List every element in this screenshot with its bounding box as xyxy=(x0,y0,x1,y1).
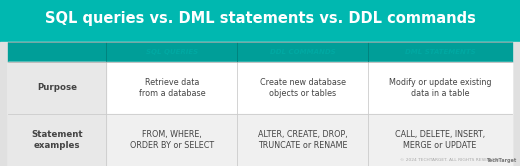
Text: Retrieve data
from a database: Retrieve data from a database xyxy=(139,78,205,98)
Bar xyxy=(0,0,520,38)
Bar xyxy=(8,42,512,166)
Bar xyxy=(0,42,520,166)
Bar xyxy=(8,62,107,114)
Text: Statement
examples: Statement examples xyxy=(31,130,83,150)
Bar xyxy=(8,42,512,62)
Text: SQL queries vs. DML statements vs. DDL commands: SQL queries vs. DML statements vs. DDL c… xyxy=(45,11,475,27)
Text: CALL, DELETE, INSERT,
MERGE or UPDATE: CALL, DELETE, INSERT, MERGE or UPDATE xyxy=(395,130,485,150)
Text: DDL COMMANDS: DDL COMMANDS xyxy=(270,49,335,55)
Text: FROM, WHERE,
ORDER BY or SELECT: FROM, WHERE, ORDER BY or SELECT xyxy=(130,130,214,150)
Text: Modify or update existing
data in a table: Modify or update existing data in a tabl… xyxy=(389,78,491,98)
Text: ALTER, CREATE, DROP,
TRUNCATE or RENAME: ALTER, CREATE, DROP, TRUNCATE or RENAME xyxy=(258,130,348,150)
Text: © 2024 TECHTARGET. ALL RIGHTS RESERVED.: © 2024 TECHTARGET. ALL RIGHTS RESERVED. xyxy=(400,158,500,162)
Text: Create new database
objects or tables: Create new database objects or tables xyxy=(260,78,346,98)
Text: Purpose: Purpose xyxy=(37,83,77,92)
Text: SQL QUERIES: SQL QUERIES xyxy=(146,49,198,55)
Text: DML STATEMENTS: DML STATEMENTS xyxy=(405,49,475,55)
Text: TechTarget: TechTarget xyxy=(487,158,517,163)
Bar xyxy=(8,62,512,114)
Bar xyxy=(8,114,512,166)
Bar xyxy=(8,114,107,166)
